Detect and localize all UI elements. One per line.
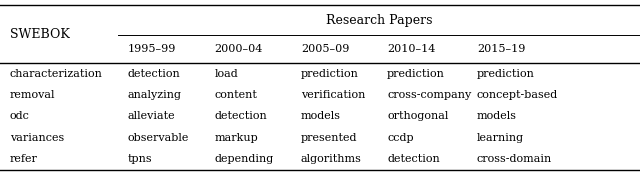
Text: SWEBOK: SWEBOK bbox=[10, 28, 70, 41]
Text: alleviate: alleviate bbox=[128, 111, 175, 121]
Text: presented: presented bbox=[301, 133, 357, 143]
Text: orthogonal: orthogonal bbox=[387, 111, 449, 121]
Text: detection: detection bbox=[128, 69, 180, 79]
Text: algorithms: algorithms bbox=[301, 154, 362, 164]
Text: observable: observable bbox=[128, 133, 189, 143]
Text: prediction: prediction bbox=[477, 69, 534, 79]
Text: prediction: prediction bbox=[301, 69, 358, 79]
Text: cross-company: cross-company bbox=[387, 90, 472, 100]
Text: concept-based: concept-based bbox=[477, 90, 558, 100]
Text: models: models bbox=[301, 111, 340, 121]
Text: detection: detection bbox=[214, 111, 267, 121]
Text: odc: odc bbox=[10, 111, 29, 121]
Text: content: content bbox=[214, 90, 257, 100]
Text: removal: removal bbox=[10, 90, 55, 100]
Text: 2000–04: 2000–04 bbox=[214, 44, 263, 54]
Text: 2005–09: 2005–09 bbox=[301, 44, 349, 54]
Text: Research Papers: Research Papers bbox=[326, 14, 433, 27]
Text: learning: learning bbox=[477, 133, 524, 143]
Text: cross-domain: cross-domain bbox=[477, 154, 552, 164]
Text: load: load bbox=[214, 69, 238, 79]
Text: prediction: prediction bbox=[387, 69, 445, 79]
Text: detection: detection bbox=[387, 154, 440, 164]
Text: 2010–14: 2010–14 bbox=[387, 44, 436, 54]
Text: variances: variances bbox=[10, 133, 64, 143]
Text: depending: depending bbox=[214, 154, 274, 164]
Text: analyzing: analyzing bbox=[128, 90, 182, 100]
Text: ccdp: ccdp bbox=[387, 133, 414, 143]
Text: 1995–99: 1995–99 bbox=[128, 44, 177, 54]
Text: markup: markup bbox=[214, 133, 258, 143]
Text: refer: refer bbox=[10, 154, 38, 164]
Text: tpns: tpns bbox=[128, 154, 152, 164]
Text: characterization: characterization bbox=[10, 69, 102, 79]
Text: models: models bbox=[477, 111, 517, 121]
Text: 2015–19: 2015–19 bbox=[477, 44, 525, 54]
Text: verification: verification bbox=[301, 90, 365, 100]
